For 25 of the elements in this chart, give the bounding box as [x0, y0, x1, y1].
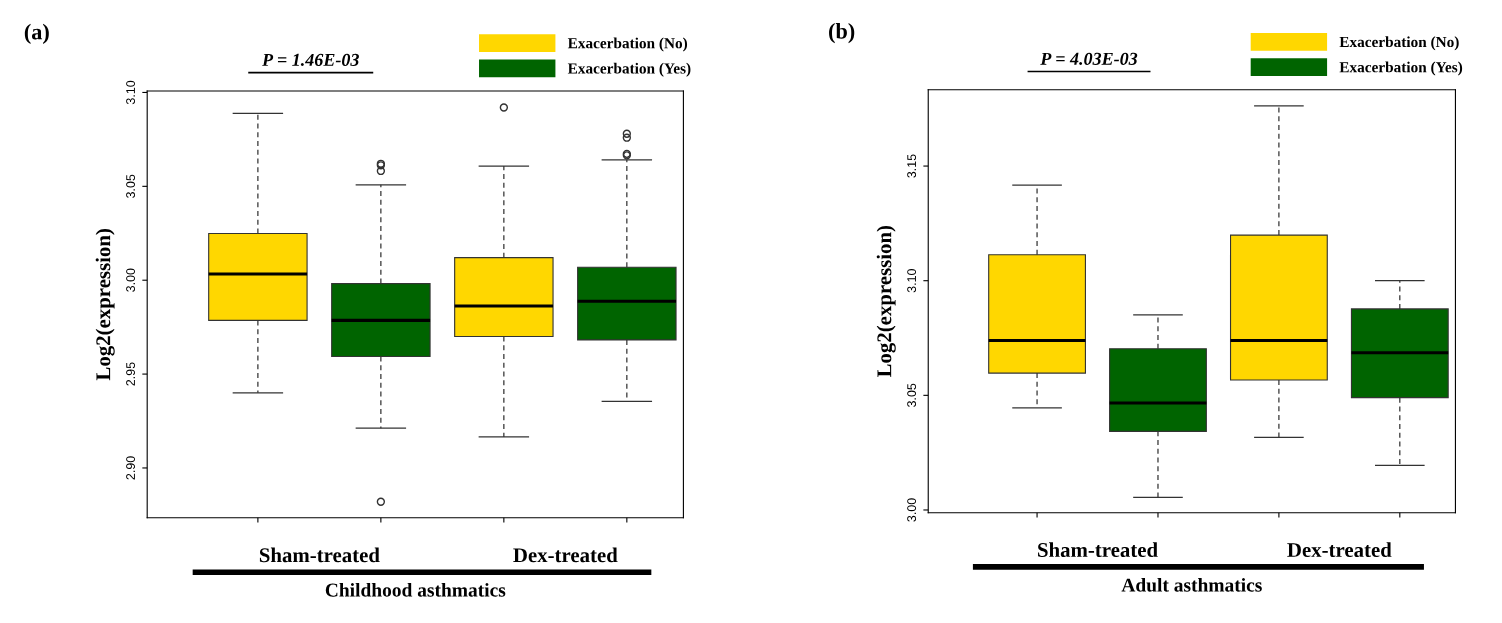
y-tick-label: 2.95 [126, 362, 135, 386]
y-tick-label: 3.10 [907, 269, 917, 293]
text: P = 1.46E-03 [262, 53, 359, 67]
x-tick-label: Dex-treated [1287, 542, 1392, 557]
text: P = 4.03E-03 [1040, 52, 1138, 65]
legend-label: Exacerbation (Yes) [1339, 61, 1463, 76]
x-tick-label: Dex-treated [513, 547, 618, 563]
x-axis-title: Childhood asthmatics [325, 582, 506, 597]
chart-title: (a) [24, 23, 49, 45]
x-axis-title: Adult asthmatics [1121, 578, 1262, 592]
y-tick-label: 2.90 [126, 456, 135, 480]
chart-title: (b) [829, 23, 855, 44]
legend-label: Exacerbation (Yes) [567, 62, 691, 77]
legend-label: Exacerbation (No) [1339, 36, 1459, 51]
y-tick-label: 3.00 [126, 268, 135, 292]
y-tick-label: 3.00 [907, 498, 917, 522]
y-tick-label: 3.05 [907, 383, 917, 408]
y-axis-title: Log2(expression) [95, 229, 115, 381]
x-tick-label: Sham-treated [1038, 542, 1158, 557]
y-tick-label: 3.15 [907, 154, 917, 178]
x-tick-label: Sham-treated [259, 547, 380, 563]
y-axis-title: Log2(expression) [876, 225, 896, 378]
y-tick-label: 3.10 [126, 80, 135, 105]
legend-label: Exacerbation (No) [567, 37, 688, 52]
y-tick-label: 3.05 [126, 174, 135, 199]
